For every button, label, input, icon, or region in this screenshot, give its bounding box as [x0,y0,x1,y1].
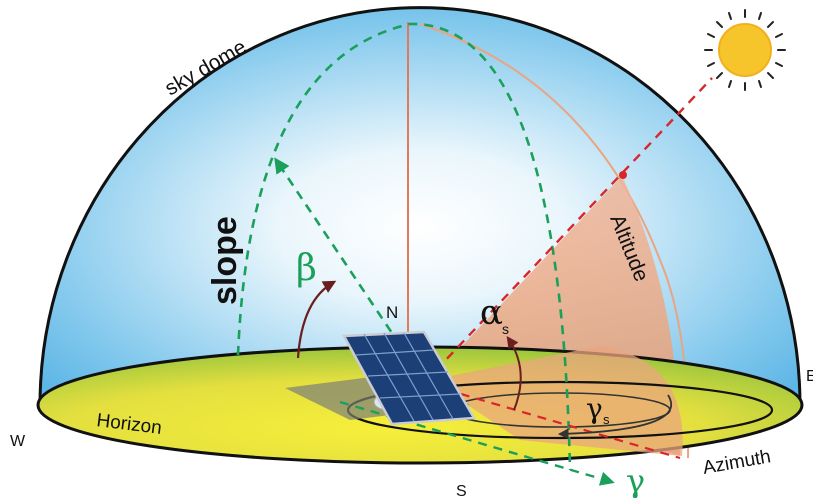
sun-ray [424,77,713,383]
gamma-s-subscript: s [603,412,610,427]
alpha-s-label: α s [480,293,509,337]
alpha-subscript: s [502,321,509,337]
slope-label: slope [206,216,244,305]
gamma-label: γ [626,462,645,498]
sun-azimuth-line [429,383,681,460]
beta-label: β [296,248,317,289]
slope-arc [236,22,572,471]
south-label: S [456,483,467,498]
altitude-sector-ground [430,346,683,456]
panel-normal-line [274,157,402,346]
west-label: W [10,433,26,450]
north-label: N [386,303,398,322]
alpha-arrow [506,336,522,411]
gamma-s-label: γ s [586,392,610,427]
beta-arrow [296,280,337,359]
sun-icon [704,9,786,91]
gamma-s-arrow [557,394,673,440]
gamma-s-symbol: γ [586,392,603,425]
sun-projection-dot [619,171,627,179]
solar-panel-icon [341,330,477,426]
east-label: E [806,368,813,385]
alpha-symbol: α [480,293,503,333]
azimuth-label: Azimuth [701,446,772,479]
